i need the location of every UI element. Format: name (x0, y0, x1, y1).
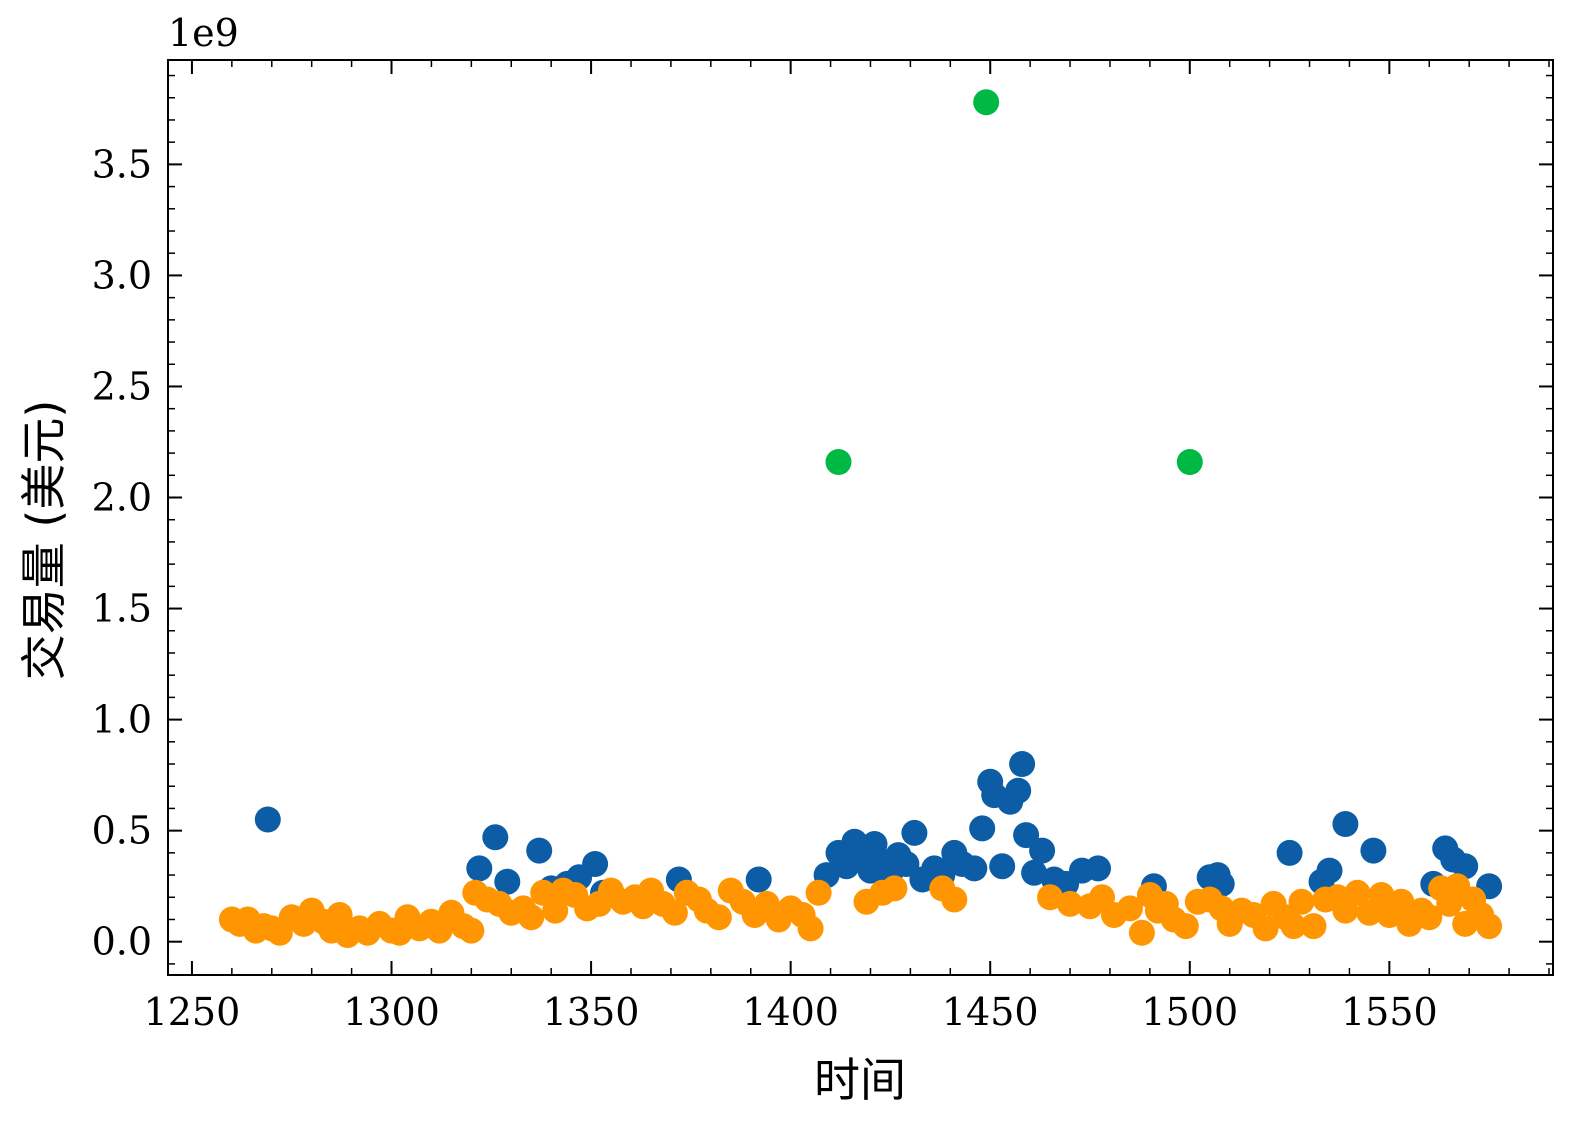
x-axis-label: 时间 (814, 1053, 906, 1107)
point-s1-68 (1116, 895, 1143, 922)
y-axis-label: 交易量 (美元) (17, 400, 71, 681)
point-s1-94 (1388, 888, 1415, 915)
point-s1-97 (1416, 904, 1443, 931)
axis-ticks (168, 60, 1553, 975)
point-s0-3 (494, 868, 521, 895)
point-s1-63 (1037, 884, 1064, 911)
point-s1-57 (805, 879, 832, 906)
point-s0-30 (969, 815, 996, 842)
x-tick-label: 1300 (343, 990, 440, 1034)
point-s0-39 (1029, 837, 1056, 864)
plot-area (168, 60, 1553, 975)
point-s2-1 (973, 89, 1000, 116)
x-tick-label: 1550 (1341, 990, 1438, 1034)
point-s1-62 (941, 886, 968, 913)
point-s1-90 (1344, 879, 1371, 906)
point-s0-11 (745, 866, 772, 893)
point-s1-12 (326, 902, 353, 928)
y-tick-label: 1.5 (92, 587, 152, 631)
point-s0-22 (893, 851, 920, 877)
point-s1-86 (1300, 913, 1327, 940)
point-s1-81 (1252, 915, 1279, 942)
y-tick-label: 0.0 (92, 920, 152, 964)
y-tick-label: 2.5 (92, 364, 152, 408)
point-s1-25 (458, 917, 485, 944)
y-tick-label: 0.5 (92, 809, 152, 853)
x-tick-label: 1250 (144, 990, 241, 1034)
point-s0-8 (582, 851, 609, 877)
point-s0-33 (989, 853, 1016, 880)
point-s1-60 (881, 875, 908, 902)
y-tick-label: 2.0 (92, 476, 152, 520)
x-tick-label: 1400 (742, 990, 839, 1034)
tick-labels: 1250 1300 1350 1400 1450 1500 1550 0.0 0.5 1.0 1.5… (92, 142, 1438, 1034)
data-points (218, 89, 1503, 948)
y-tick-label: 3.0 (92, 253, 152, 297)
point-s0-29 (961, 855, 988, 882)
point-s1-74 (1172, 913, 1199, 940)
point-s1-92 (1368, 882, 1395, 908)
point-s1-31 (518, 904, 545, 931)
y-tick-label: 3.5 (92, 142, 152, 186)
point-s0-48 (1276, 839, 1303, 866)
point-s0-51 (1332, 811, 1359, 837)
point-s1-48 (705, 904, 732, 931)
point-s0-23 (901, 819, 928, 846)
point-s1-84 (1280, 913, 1307, 940)
point-s1-85 (1288, 888, 1315, 915)
point-s0-35 (1005, 777, 1032, 804)
point-s0-38 (1021, 859, 1048, 886)
point-s1-104 (1476, 913, 1503, 940)
point-s0-1 (466, 855, 493, 882)
y-tick-label: 1.0 (92, 698, 152, 742)
point-s0-2 (482, 824, 509, 851)
point-s1-33 (542, 897, 569, 924)
point-s1-44 (661, 899, 688, 926)
point-s0-56 (1452, 853, 1479, 880)
point-s0-4 (526, 837, 553, 864)
y-multiplier-label: 1e9 (168, 11, 239, 55)
point-s0-43 (1085, 855, 1111, 882)
point-s1-56 (797, 915, 824, 942)
point-s2-0 (825, 449, 852, 475)
point-s0-50 (1316, 857, 1343, 884)
point-s2-2 (1176, 449, 1203, 475)
plot-frame (167, 59, 1554, 976)
point-s0-36 (1009, 751, 1036, 777)
point-s1-64 (1057, 890, 1083, 917)
point-s1-69 (1128, 919, 1155, 946)
x-tick-label: 1350 (543, 990, 640, 1034)
point-s0-37 (1013, 822, 1040, 849)
point-s0-0 (254, 806, 281, 833)
x-tick-label: 1500 (1141, 990, 1238, 1034)
point-s0-52 (1360, 837, 1387, 864)
x-tick-label: 1450 (942, 990, 1039, 1034)
